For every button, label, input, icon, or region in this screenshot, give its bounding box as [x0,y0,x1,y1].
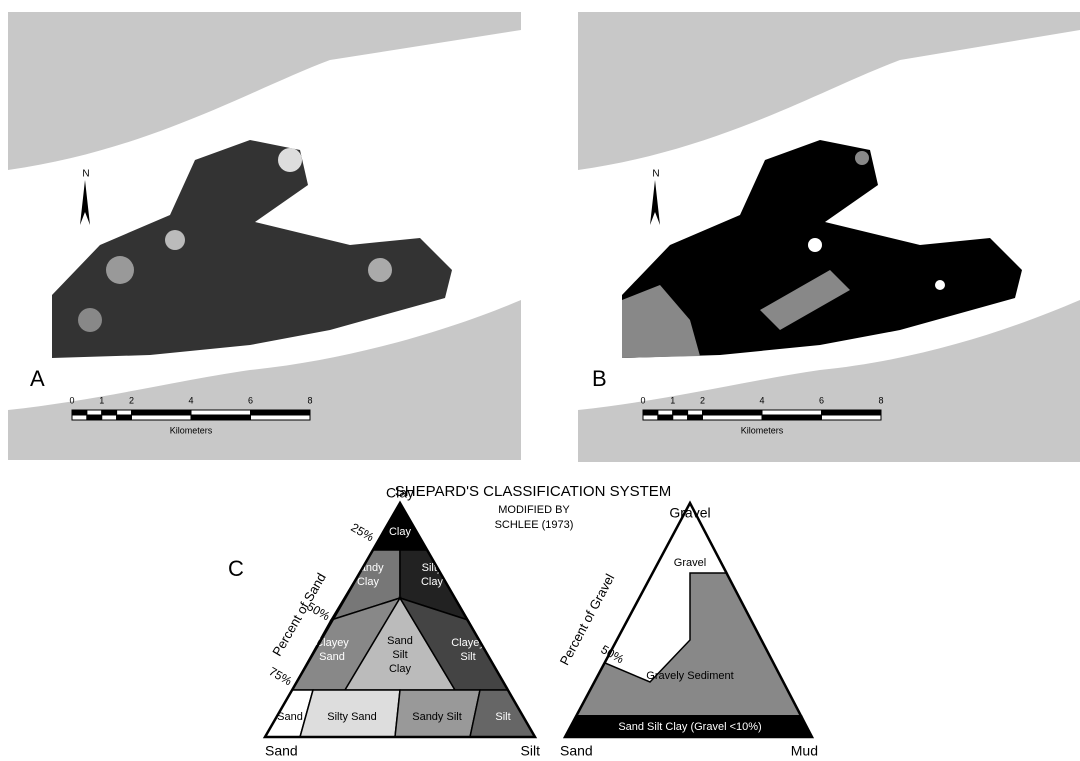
scale-segment [658,415,673,420]
vertex-label: Clay [386,485,414,501]
scale-tick-label: 8 [307,395,312,405]
region-label: Sand [319,651,345,663]
region-label: Silty Sand [327,711,377,723]
scale-segment [132,415,192,420]
region-label: Clay [421,576,444,588]
patch [368,258,392,282]
map-b: N B 0 1 2 4 6 8 Kilometers [578,12,1080,462]
scale-tick-label: 6 [819,395,824,405]
patch [106,256,134,284]
scale-segment [87,410,102,415]
scale-segment [658,410,673,415]
patch [808,238,822,252]
vertex-label: Sand [560,743,593,759]
scale-tick-label: 0 [640,395,645,405]
scale-segment [703,415,763,420]
patch [935,280,945,290]
scale-unit: Kilometers [170,425,213,435]
panel-label: A [30,366,45,391]
region-label: Sand Silt Clay (Gravel <10%) [618,721,761,733]
region-label: Clay [389,526,412,538]
scale-segment [191,410,251,415]
axis-tick: 25% [349,520,377,544]
scale-segment [673,410,688,415]
diagram-subtitle: MODIFIED BY [498,504,570,516]
scale-segment [102,410,117,415]
scale-segment [673,415,688,420]
scale-tick-label: 6 [248,395,253,405]
scale-segment [822,410,882,415]
scale-tick-label: 4 [188,395,193,405]
panel-label: B [592,366,607,391]
scale-segment [117,415,132,420]
region-label: Sandy Silt [412,711,462,723]
map-a: N A 0 1 2 4 6 8 Kilometers [8,12,521,460]
scale-segment [822,415,882,420]
scale-tick-label: 2 [129,395,134,405]
scale-segment [251,410,311,415]
scale-segment [102,415,117,420]
scale-tick-label: 1 [670,395,675,405]
patch [165,230,185,250]
region-label: Clay [389,663,412,675]
axis-tick: 75% [267,664,295,688]
region-label: Sand [277,711,303,723]
scale-segment [688,415,703,420]
scale-segment [191,415,251,420]
figure: N A 0 1 2 4 6 8 Kilometers N B 0 1 2 4 6 8 Kilometer… [0,0,1080,761]
north-label: N [652,169,659,180]
scale-segment [87,415,102,420]
scale-tick-label: 0 [69,395,74,405]
scale-unit: Kilometers [741,425,784,435]
scale-tick-label: 8 [878,395,883,405]
scale-segment [688,410,703,415]
scale-segment [643,415,658,420]
north-label: N [82,169,89,180]
scale-tick-label: 2 [700,395,705,405]
vertex-label: Gravel [669,505,710,521]
scale-segment [72,415,87,420]
diagram-subtitle: SCHLEE (1973) [495,519,574,531]
axis-tick: 50% [305,599,333,623]
scale-segment [117,410,132,415]
scale-segment [703,410,763,415]
patch [78,308,102,332]
region-label: Sandy [352,562,384,574]
scale-segment [762,410,822,415]
region-label: Gravel [674,557,706,569]
scale-segment [132,410,192,415]
diagram-title: SHEPARD'S CLASSIFICATION SYSTEM [395,483,672,500]
gravel-triangle: Gravel Gravely Sediment Sand Silt Clay (Gr… [565,503,812,737]
vertex-label: Silt [521,743,541,759]
texture-triangle: ClaySandyClaySiltyClayClayeySandSandSilt… [265,503,535,737]
scale-segment [72,410,87,415]
patch [855,151,869,165]
scale-segment [251,415,311,420]
scale-segment [643,410,658,415]
region-label: Silt [392,649,407,661]
region-label: Clay [357,576,380,588]
scale-segment [762,415,822,420]
vertex-label: Mud [791,743,818,759]
scale-tick-label: 1 [99,395,104,405]
panel-label: C [228,556,244,581]
scale-tick-label: 4 [759,395,764,405]
patch [278,148,302,172]
region-label: Silt [460,651,475,663]
region-label: Silt [495,711,510,723]
region-label: Sand [387,635,413,647]
vertex-label: Sand [265,743,298,759]
region-label: Gravely Sediment [646,670,733,682]
